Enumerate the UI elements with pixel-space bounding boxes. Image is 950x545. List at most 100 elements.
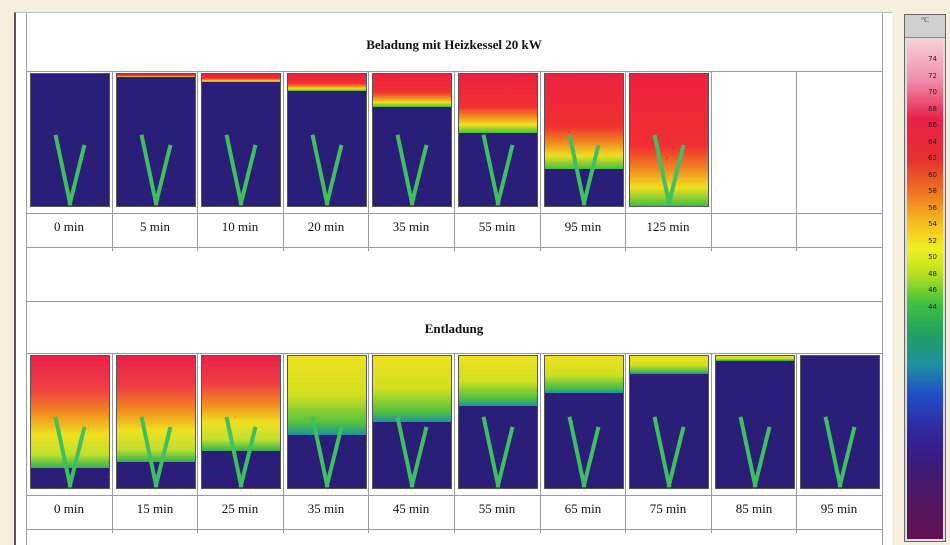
discharging-thermal-image bbox=[201, 355, 281, 489]
hot-zone bbox=[202, 356, 280, 451]
charging-thermal-image bbox=[372, 73, 452, 207]
scale-tick-label: 64 bbox=[928, 137, 937, 146]
charging-thermal-image bbox=[30, 73, 110, 207]
hot-zone bbox=[630, 356, 708, 374]
pipe-line bbox=[581, 426, 601, 488]
discharging-thermal-image bbox=[715, 355, 795, 489]
discharging-thermal-image bbox=[30, 355, 110, 489]
scale-tick-label: 62 bbox=[928, 154, 937, 162]
grid-line bbox=[368, 71, 369, 251]
scale-tick-label: 56 bbox=[928, 203, 937, 212]
scale-tick-label: 52 bbox=[928, 236, 937, 245]
charging-time-label: 95 min bbox=[564, 219, 602, 234]
hot-zone bbox=[716, 356, 794, 361]
discharging-thermal-image bbox=[629, 355, 709, 489]
pipe-line bbox=[409, 144, 429, 206]
charging-time-label: 0 min bbox=[54, 219, 84, 234]
grid-line bbox=[283, 353, 284, 533]
pipe-line bbox=[67, 144, 87, 206]
grid-line bbox=[26, 13, 27, 545]
charging-thermal-image bbox=[458, 73, 538, 207]
scale-tick-label: 72 bbox=[928, 71, 937, 80]
scale-tick-label: 46 bbox=[928, 286, 937, 294]
hot-zone bbox=[373, 356, 451, 422]
charging-time-label: 35 min bbox=[392, 219, 430, 234]
grid-line bbox=[368, 353, 369, 533]
discharging-time-label: 55 min bbox=[478, 501, 516, 516]
grid-line bbox=[26, 301, 882, 302]
grid-line bbox=[283, 71, 284, 251]
discharging-time-label: 25 min bbox=[221, 501, 259, 516]
charging-time-label: 20 min bbox=[307, 219, 345, 234]
pipe-line bbox=[495, 426, 515, 488]
measurement-sheet: Beladung mit Heizkessel 20 kW Entladung … bbox=[14, 12, 892, 545]
discharging-time-label: 0 min bbox=[54, 501, 84, 516]
hot-zone bbox=[288, 356, 366, 435]
hot-zone bbox=[117, 74, 195, 77]
grid-line bbox=[796, 353, 797, 533]
grid-line bbox=[197, 71, 198, 251]
hot-zone bbox=[545, 74, 623, 169]
grid-line bbox=[796, 71, 797, 251]
hot-zone bbox=[459, 74, 537, 133]
discharging-time-label: 85 min bbox=[735, 501, 773, 516]
grid-line bbox=[882, 13, 883, 545]
grid-line bbox=[112, 71, 113, 251]
scale-tick-label: 60 bbox=[928, 170, 937, 179]
temperature-color-scale: °C 74 72 70 68 66 64 62 60 58 56 54 52 50 48 46 44 bbox=[904, 14, 946, 542]
discharging-time-label: 75 min bbox=[649, 501, 687, 516]
hot-zone bbox=[373, 74, 451, 107]
pipe-line bbox=[324, 144, 344, 206]
hot-zone bbox=[630, 74, 708, 206]
discharging-thermal-image bbox=[458, 355, 538, 489]
scale-tick-label: 44 bbox=[928, 302, 937, 311]
discharging-time-label: 95 min bbox=[820, 501, 858, 516]
grid-line bbox=[625, 353, 626, 533]
scale-tick-label: 54 bbox=[928, 220, 937, 228]
grid-line bbox=[711, 71, 712, 251]
hot-zone bbox=[459, 356, 537, 406]
discharging-title: Entladung bbox=[424, 321, 484, 336]
discharging-thermal-image bbox=[800, 355, 880, 489]
pipe-line bbox=[324, 426, 344, 488]
charging-thermal-image bbox=[116, 73, 196, 207]
grid-line bbox=[112, 353, 113, 533]
grid-line bbox=[454, 71, 455, 251]
discharging-time-label: 35 min bbox=[307, 501, 345, 516]
hot-zone bbox=[202, 74, 280, 82]
charging-time-label: 10 min bbox=[221, 219, 259, 234]
grid-line bbox=[540, 71, 541, 251]
hot-zone bbox=[31, 356, 109, 468]
hot-zone bbox=[117, 356, 195, 462]
charging-thermal-image bbox=[201, 73, 281, 207]
pipe-line bbox=[153, 144, 173, 206]
scale-unit: °C bbox=[905, 15, 945, 38]
discharging-time-label: 65 min bbox=[564, 501, 602, 516]
scale-tick-label: 68 bbox=[928, 104, 937, 113]
discharging-thermal-image bbox=[287, 355, 367, 489]
discharging-time-label: 15 min bbox=[136, 501, 174, 516]
discharging-thermal-image bbox=[544, 355, 624, 489]
charging-time-label: 125 min bbox=[646, 219, 690, 234]
pipe-line bbox=[837, 426, 857, 488]
pipe-line bbox=[495, 144, 515, 206]
grid-line bbox=[454, 353, 455, 533]
pipe-line bbox=[238, 144, 258, 206]
grid-line bbox=[540, 353, 541, 533]
pipe-line bbox=[409, 426, 429, 488]
scale-tick-label: 66 bbox=[928, 121, 937, 129]
charging-thermal-image bbox=[629, 73, 709, 207]
hot-zone bbox=[545, 356, 623, 393]
charging-time-label: 5 min bbox=[140, 219, 170, 234]
charging-time-label: 55 min bbox=[478, 219, 516, 234]
scale-tick-label: 70 bbox=[928, 88, 937, 96]
discharging-thermal-image bbox=[372, 355, 452, 489]
grid-line bbox=[625, 71, 626, 251]
discharging-thermal-image bbox=[116, 355, 196, 489]
grid-line bbox=[197, 353, 198, 533]
scale-tick-label: 58 bbox=[928, 187, 937, 195]
charging-thermal-image bbox=[287, 73, 367, 207]
scale-tick-label: 50 bbox=[928, 253, 937, 261]
scale-tick-label: 74 bbox=[928, 55, 937, 63]
grid-line bbox=[711, 353, 712, 533]
